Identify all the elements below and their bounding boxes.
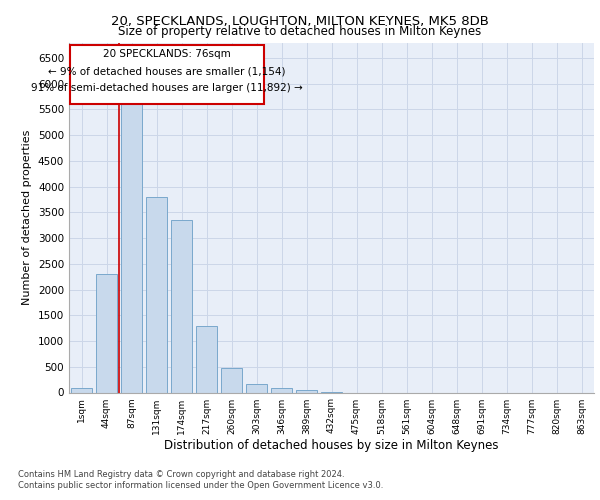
Bar [96,274,117,392]
Bar [271,388,292,392]
FancyBboxPatch shape [70,45,264,104]
Y-axis label: Number of detached properties: Number of detached properties [22,130,32,305]
Text: 91% of semi-detached houses are larger (11,892) →: 91% of semi-detached houses are larger (… [31,83,302,93]
Bar [296,390,317,392]
Bar [196,326,217,392]
Bar [121,60,142,392]
Text: 20, SPECKLANDS, LOUGHTON, MILTON KEYNES, MK5 8DB: 20, SPECKLANDS, LOUGHTON, MILTON KEYNES,… [111,15,489,28]
Text: Size of property relative to detached houses in Milton Keynes: Size of property relative to detached ho… [118,25,482,38]
Bar [221,368,242,392]
X-axis label: Distribution of detached houses by size in Milton Keynes: Distribution of detached houses by size … [164,440,499,452]
Bar [246,384,267,392]
Text: Contains HM Land Registry data © Crown copyright and database right 2024.: Contains HM Land Registry data © Crown c… [18,470,344,479]
Text: 20 SPECKLANDS: 76sqm: 20 SPECKLANDS: 76sqm [103,49,230,59]
Text: Contains public sector information licensed under the Open Government Licence v3: Contains public sector information licen… [18,481,383,490]
Bar [171,220,192,392]
Bar [71,388,92,392]
Text: ← 9% of detached houses are smaller (1,154): ← 9% of detached houses are smaller (1,1… [48,66,286,76]
Bar [146,197,167,392]
